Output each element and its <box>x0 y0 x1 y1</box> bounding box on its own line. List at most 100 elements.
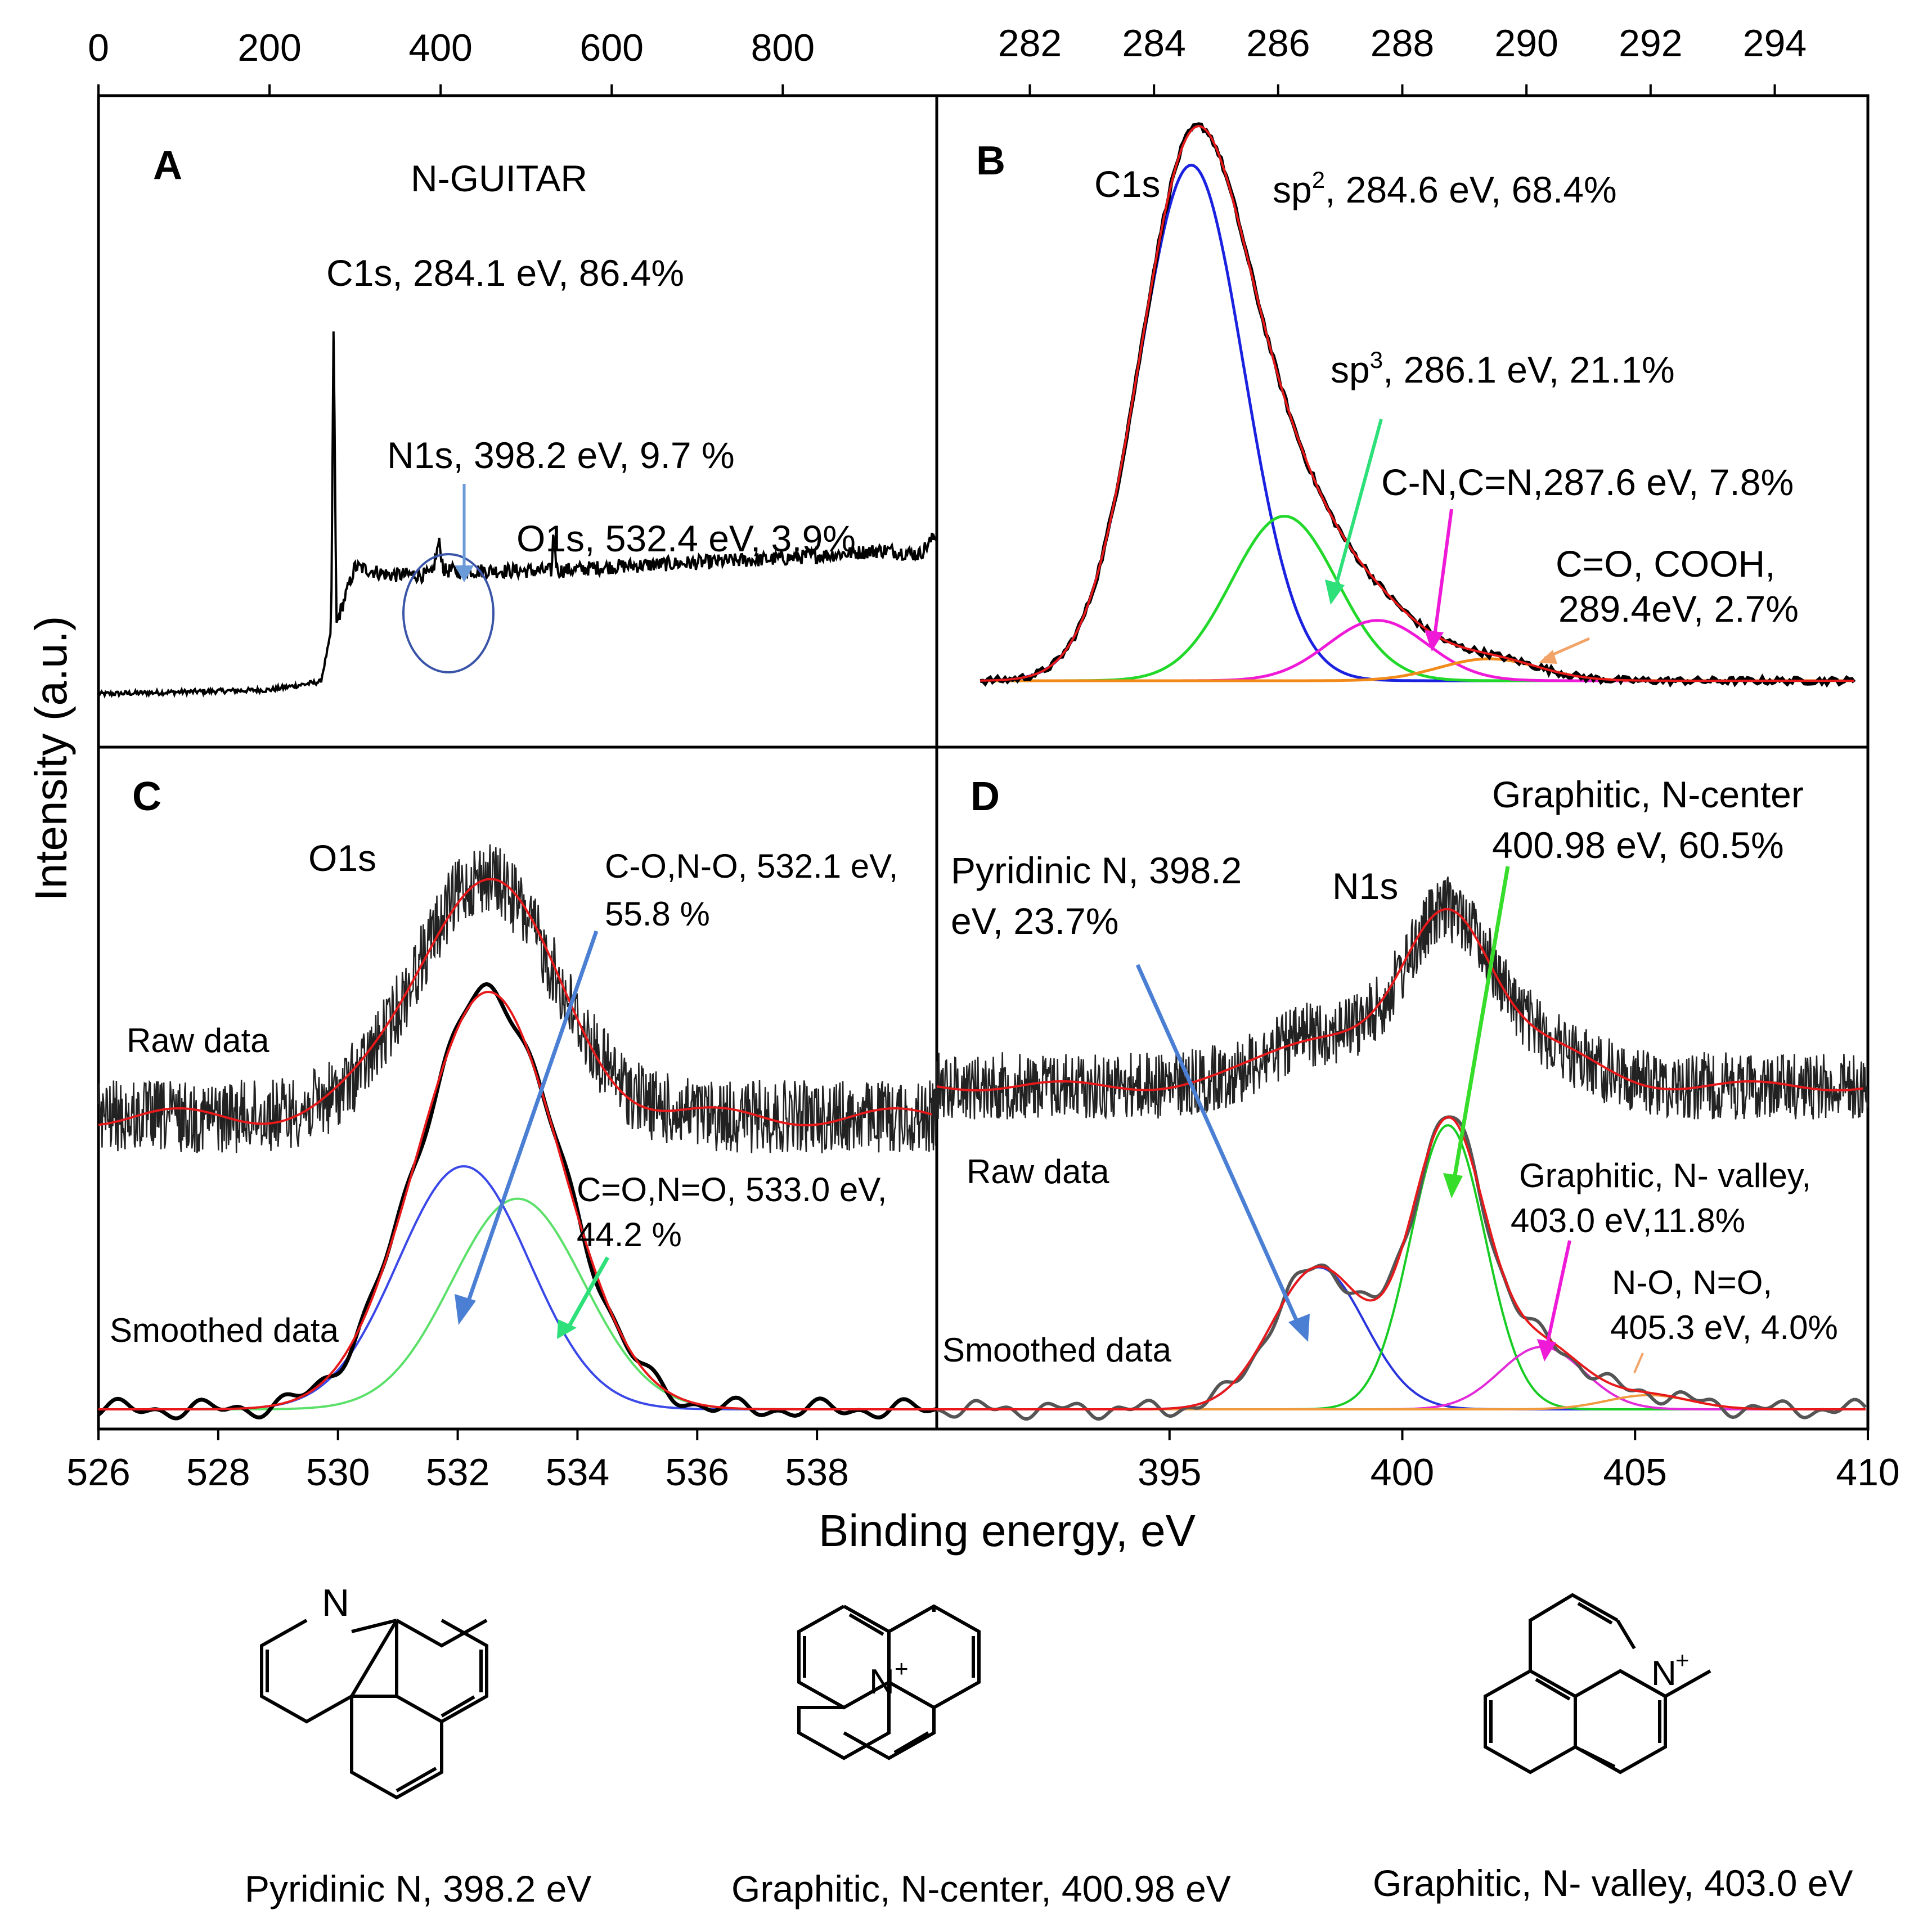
panel-c-bottom-tick-label: 538 <box>785 1451 848 1494</box>
panel-b-top-tick-label: 282 <box>998 22 1062 65</box>
panel-c-co-annotation-line2: 55.8 % <box>605 895 710 933</box>
panel-b-sp3-annotation: sp3, 286.1 eV, 21.1% <box>1331 347 1675 390</box>
panel-d-no-annotation-line2: 405.3 eV, 4.0% <box>1610 1309 1838 1346</box>
panel-d-pyridinic-annotation-line1: Pyridinic N, 398.2 <box>951 850 1242 891</box>
panel-c-letter: C <box>132 774 161 819</box>
graphitic-n-valley-caption: Graphitic, N- valley, 403.0 eV <box>1373 1862 1853 1904</box>
axes-group: 0 200 400 600 800 282 284 286 288 290 292 294 526 528… <box>66 22 1899 1494</box>
pyridinic-n-structure: N <box>260 1581 488 1800</box>
panel-b-top-tick-label: 286 <box>1246 22 1310 65</box>
panel-d-bottom-tick-label: 400 <box>1371 1451 1434 1494</box>
panel-a-top-tick-label: 0 <box>88 26 109 69</box>
panel-c-c-o-double-annotation-line1: C=O,N=O, 533.0 eV, <box>577 1171 887 1208</box>
panel-b-top-tick-label: 292 <box>1619 22 1682 65</box>
panel-c-raw-data <box>97 844 937 1153</box>
panel-a-o1s-annotation: O1s, 532.4 eV, 3.9% <box>516 518 856 559</box>
panel-b-top-tick-label: 284 <box>1122 22 1185 65</box>
panel-c-co-arrowhead <box>455 1294 476 1325</box>
panel-c-o1s-label: O1s <box>308 837 376 879</box>
panel-d-pyridinic-arrow <box>1135 964 1301 1326</box>
panel-c-bottom-tick-label: 534 <box>546 1451 609 1494</box>
pyridinic-n-caption: Pyridinic N, 398.2 eV <box>245 1868 591 1909</box>
graphitic-n-center-charge: + <box>895 1655 909 1682</box>
panel-c-fit-curve <box>98 990 937 1410</box>
panel-d-graphitic-center-annotation-line2: 400.98 eV, 60.5% <box>1492 824 1784 866</box>
panel-a-top-tick-label: 400 <box>408 26 472 69</box>
panel-c-c-o-double-arrow <box>566 1256 610 1329</box>
panel-c-c-o-double-curve <box>98 1197 937 1410</box>
pyridinic-n-atom: N <box>322 1581 349 1624</box>
panel-a-top-tick-label: 600 <box>580 26 644 69</box>
panel-d-no-annotation-line1: N-O, N=O, <box>1612 1264 1772 1301</box>
panel-d-no-arrow <box>1633 1353 1644 1373</box>
panel-b-cn-arrow <box>1433 509 1453 636</box>
panel-b-sp3-arrowhead <box>1325 579 1345 605</box>
panel-c-c-o-double-arrowhead <box>557 1319 577 1339</box>
panel-d-graphitic-valley-annotation-line1: Graphitic, N- valley, <box>1519 1157 1811 1194</box>
graphitic-n-valley-structure: N + <box>1484 1593 1711 1774</box>
panel-b-cn-arrowhead <box>1425 630 1444 652</box>
panel-b-top-tick-label: 294 <box>1743 22 1807 65</box>
graphitic-n-valley-charge: + <box>1675 1647 1690 1673</box>
panel-d-graphitic-valley-arrowhead <box>1537 1339 1556 1362</box>
panel-b-cooh-annotation-line1: C=O, COOH, <box>1556 543 1776 585</box>
panel-c-raw-smooth-line <box>98 878 933 1127</box>
panel-c-c-o-double-annotation-line2: 44.2 % <box>577 1216 682 1253</box>
panel-a-survey-spectrum <box>97 331 937 699</box>
graphitic-n-center-atom: N <box>869 1663 895 1701</box>
panel-d-raw-data <box>936 877 1868 1120</box>
panel-b-letter: B <box>976 138 1005 183</box>
structures: N Pyridinic N, 398.2 eV N + Graphitic, N… <box>245 1581 1853 1909</box>
x-axis-label: Binding energy, eV <box>819 1506 1196 1556</box>
panel-b-cooh-arrowhead <box>1539 650 1557 664</box>
panel-a-n1s-circle <box>402 553 495 673</box>
panel-b-c1s-label: C1s <box>1094 163 1160 205</box>
panel-b-sp3-arrow <box>1335 419 1383 586</box>
panel-d-raw-smooth-line <box>936 907 1863 1092</box>
panel-a-letter: A <box>153 143 182 188</box>
panel-d-graphitic-valley-annotation-line2: 403.0 eV,11.8% <box>1511 1202 1745 1239</box>
panel-b-cn-annotation: C-N,C=N,287.6 eV, 7.8% <box>1381 461 1794 503</box>
panel-b-fit-curve <box>980 125 1854 682</box>
panel-c-smoothed-data <box>97 982 937 1421</box>
panel-c-bottom-tick-label: 528 <box>186 1451 250 1494</box>
panel-c-co-arrow <box>465 930 599 1306</box>
panel-d-n1s-label: N1s <box>1332 865 1398 907</box>
graphitic-n-valley-atom: N <box>1651 1654 1677 1693</box>
panel-b-cooh-annotation-line2: 289.4eV, 2.7% <box>1558 588 1799 630</box>
panel-b-top-tick-label: 290 <box>1494 22 1558 65</box>
panel-c-raw-label: Raw data <box>127 1022 269 1059</box>
panel-a: A N-GUITAR C1s, 284.1 eV, 86.4% N1s, 398… <box>97 143 937 699</box>
panel-d: D N1s Raw data Smoothed data Pyridinic N… <box>936 774 1868 1421</box>
panel-b-sp2-annotation: sp2, 284.6 eV, 68.4% <box>1273 167 1617 210</box>
panel-d-graphitic-center-arrow <box>1452 866 1510 1179</box>
panel-d-bottom-tick-label: 410 <box>1836 1451 1899 1494</box>
panel-a-top-tick-label: 800 <box>751 26 815 69</box>
panel-a-n1s-annotation: N1s, 398.2 eV, 9.7 % <box>387 434 735 476</box>
panel-d-graphitic-center-annotation-line1: Graphitic, N-center <box>1492 774 1804 815</box>
panel-d-pyridinic-annotation-line2: eV, 23.7% <box>951 900 1118 942</box>
graphitic-n-center-structure: N + <box>797 1604 981 1760</box>
graphitic-n-center-caption: Graphitic, N-center, 400.98 eV <box>731 1868 1231 1909</box>
panel-b-cooh-curve <box>980 657 1854 682</box>
panel-a-top-tick-label: 200 <box>237 26 301 69</box>
panel-d-smoothed-label: Smoothed data <box>942 1331 1172 1369</box>
panel-c-curves <box>97 844 937 1421</box>
panel-c: C O1s Raw data Smoothed data C-O,N-O, 53… <box>97 774 937 1421</box>
panel-c-smoothed-label: Smoothed data <box>110 1311 339 1349</box>
panel-d-bottom-tick-label: 395 <box>1138 1451 1201 1494</box>
panel-d-graphitic-center-arrowhead <box>1443 1173 1463 1198</box>
panel-d-raw-label: Raw data <box>967 1153 1109 1190</box>
panel-d-bottom-tick-label: 405 <box>1603 1451 1667 1494</box>
panel-c-bottom-tick-label: 530 <box>306 1451 370 1494</box>
panel-c-bottom-tick-label: 536 <box>666 1451 729 1494</box>
panel-c-bottom-tick-label: 532 <box>426 1451 489 1494</box>
panel-c-bottom-tick-label: 526 <box>66 1451 130 1494</box>
panel-b: B C1s sp2, 284.6 eV, 68.4% sp3, 286.1 eV… <box>976 122 1856 688</box>
y-axis-label: Intensity (a.u.) <box>26 616 76 901</box>
panel-d-letter: D <box>971 774 1000 819</box>
panel-d-pyridinic-arrowhead <box>1288 1314 1310 1342</box>
panel-d-graphitic-valley-arrow <box>1545 1240 1571 1345</box>
panel-a-c1s-annotation: C1s, 284.1 eV, 86.4% <box>326 252 684 294</box>
